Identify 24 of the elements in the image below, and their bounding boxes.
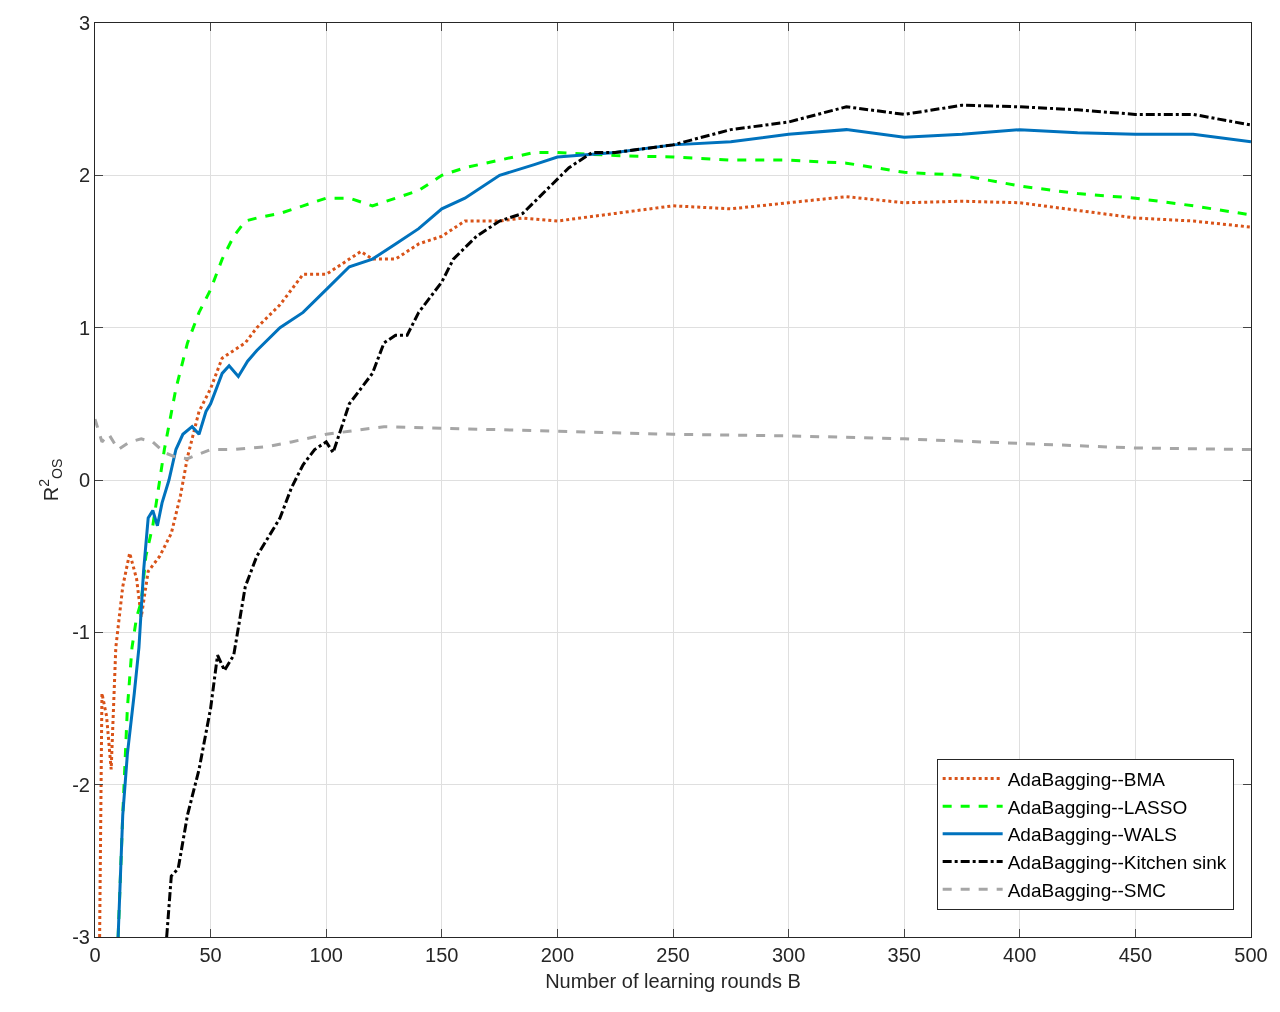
x-tick-label: 450 [1118,944,1153,966]
y-tick-label: 2 [78,164,90,187]
legend-label: AdaBagging--LASSO [1007,796,1188,818]
y-tick-label: -3 [72,926,90,948]
y-tick-label: 3 [78,12,90,34]
legend-label: AdaBagging--BMA [1007,768,1166,790]
x-tick-label: 400 [1003,944,1037,966]
legend-label: AdaBagging--Kitchen sink [1007,851,1227,873]
legend-label: AdaBagging--SMC [1007,879,1167,901]
x-tick-label: 150 [425,944,459,966]
x-tick-label: 350 [887,944,921,966]
x-axis-title: Number of learning rounds B [545,969,801,992]
y-tick-label: -1 [72,621,90,644]
x-tick-label: 250 [656,944,690,966]
x-tick-label: 200 [540,944,575,966]
x-tick-label: 500 [1234,944,1268,966]
y-tick-label: 1 [78,316,90,339]
y-tick-label: -2 [72,773,90,796]
line-series [95,417,1251,461]
x-tick-label: 100 [309,944,343,966]
x-tick-label: 50 [199,944,222,966]
x-tick-label: 300 [771,944,806,966]
y-tick-label: 0 [78,469,90,491]
legend-label: AdaBagging--WALS [1007,824,1177,846]
